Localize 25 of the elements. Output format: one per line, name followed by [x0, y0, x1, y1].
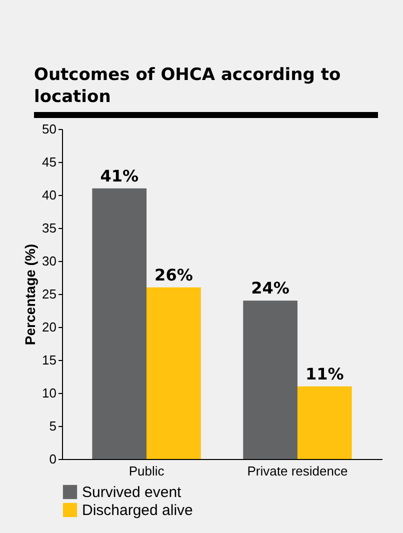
y-tick-label: 10	[42, 386, 56, 400]
bar	[297, 386, 352, 459]
data-label: 11%	[305, 364, 344, 384]
y-tick-label: 35	[42, 220, 56, 236]
x-tick-label: Public	[128, 464, 165, 478]
chart-title: Outcomes of OHCA according to location	[34, 64, 342, 108]
bar	[243, 300, 298, 459]
y-tick-label: 30	[42, 254, 56, 268]
data-label: 26%	[154, 265, 193, 284]
data-label: 41%	[100, 166, 139, 186]
y-tick-label: 15	[42, 352, 56, 368]
legend-label: Discharged alive	[82, 502, 193, 519]
y-tick-label: 50	[42, 122, 56, 136]
y-axis-title: Percentage (%)	[22, 244, 38, 346]
y-tick-label: 5	[49, 418, 56, 434]
x-tick-label: Private residence	[247, 464, 348, 478]
y-tick-label: 25	[42, 286, 56, 302]
y-tick-label: 45	[42, 154, 56, 170]
bar	[146, 287, 201, 459]
bar	[92, 188, 147, 459]
y-tick-label: 0	[49, 452, 56, 466]
y-tick-label: 40	[42, 188, 56, 202]
legend-label: Survived event	[82, 484, 182, 501]
y-tick-label: 20	[42, 320, 56, 334]
data-label: 24%	[251, 278, 290, 298]
